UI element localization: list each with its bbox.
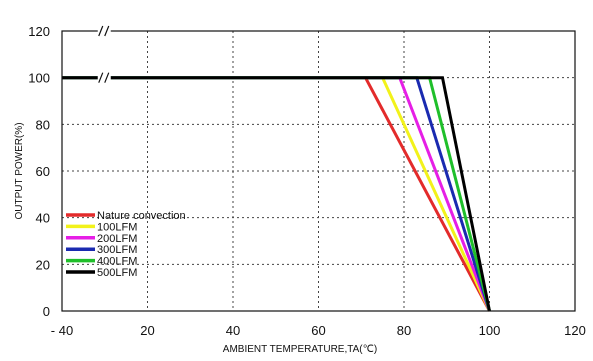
x-axis-label: AMBIENT TEMPERATURE,TA(℃) [223,344,377,355]
x-tick-label: 100 [479,323,501,338]
y-axis-ticks: 0 20 40 60 80 100 120 [28,24,50,319]
legend-label: 500LFM [97,267,137,279]
axis-break-mark [98,72,110,83]
x-tick-label: - 40 [51,323,73,338]
x-tick-label: 120 [564,323,586,338]
y-tick-label: 120 [28,24,50,39]
axis-break-marks [97,25,111,83]
x-tick-label: 60 [311,323,325,338]
x-tick-label: 40 [226,323,240,338]
y-tick-label: 60 [36,164,50,179]
legend-label: 200LFM [97,233,137,245]
x-tick-label: 80 [397,323,411,338]
y-tick-label: 20 [36,257,50,272]
x-axis-ticks: - 40 20 40 60 80 100 120 [51,323,586,338]
y-tick-label: 40 [36,211,50,226]
y-tick-label: 100 [28,71,50,86]
axis-break-mark [98,25,110,37]
legend-label: 100LFM [97,221,137,233]
x-tick-label: 20 [140,323,154,338]
y-tick-label: 0 [43,304,50,319]
axis-break-gap [97,26,111,36]
legend-label: Nature convection [97,210,186,222]
grid [62,31,575,311]
legend: Nature convection100LFM200LFM300LFM400LF… [66,210,186,279]
y-tick-label: 80 [36,117,50,132]
legend-label: 400LFM [97,256,137,268]
plot-frame [61,30,576,312]
series-line [62,76,491,312]
y-axis-label: OUTPUT POWER(%) [14,122,25,219]
axis-break-gap [97,72,111,83]
legend-label: 300LFM [97,244,137,256]
series-lines [62,76,491,312]
